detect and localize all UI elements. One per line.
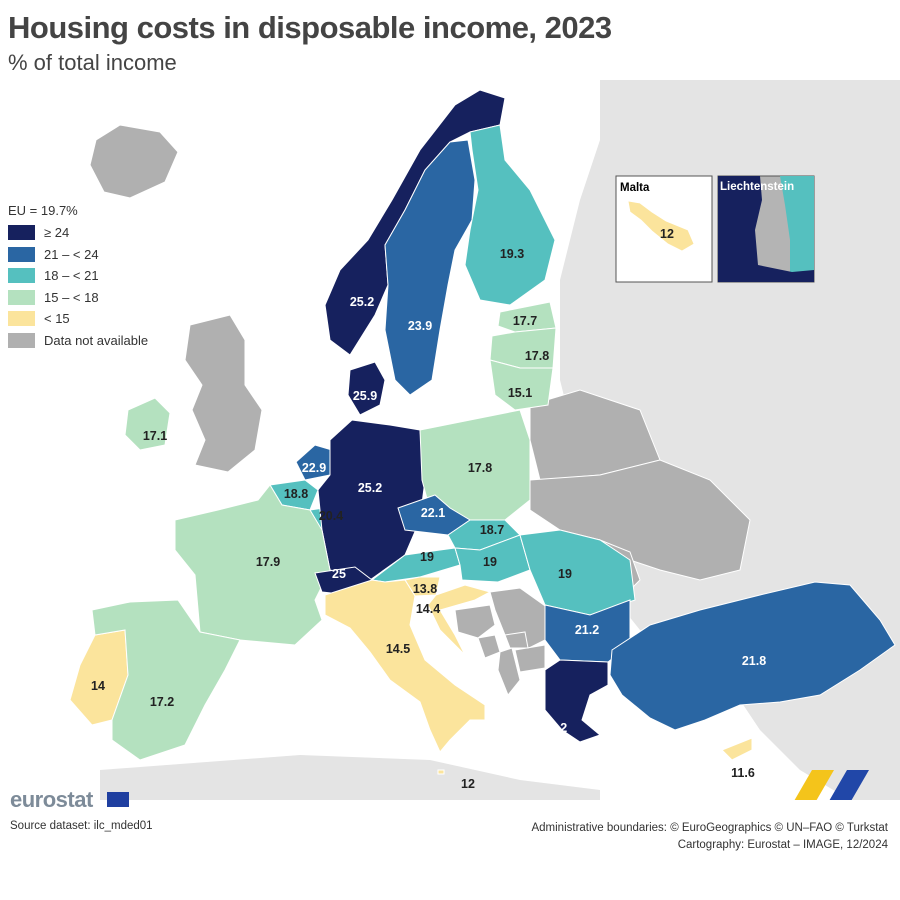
legend: EU = 19.7% ≥ 24 21 – < 24 18 – < 21 15 –… xyxy=(8,203,148,351)
value-label-bulgaria: 21.2 xyxy=(575,623,599,637)
value-label-malta: 12 xyxy=(461,777,475,791)
country-serbia xyxy=(489,587,549,651)
legend-swatch xyxy=(8,246,35,262)
value-label-ireland: 17.1 xyxy=(143,429,167,443)
value-label-germany: 25.2 xyxy=(358,481,382,495)
value-label-romania: 19 xyxy=(558,567,572,581)
malta-island xyxy=(627,200,695,252)
country-kosovo xyxy=(504,631,529,649)
country-spain xyxy=(91,599,241,761)
legend-label: Data not available xyxy=(44,332,149,348)
country-italy xyxy=(324,579,486,753)
country-greece xyxy=(544,659,609,743)
country-hungary xyxy=(454,534,531,583)
country-malta xyxy=(437,769,445,775)
value-label-poland: 17.8 xyxy=(468,461,492,475)
country-lithuania xyxy=(489,359,554,411)
value-label-layer: 25.2 23.9 19.3 17.7 17.8 15.1 25.9 17.1 22.9 18.8… xyxy=(91,247,766,791)
legend-swatch xyxy=(8,311,35,327)
legend-label: 21 – < 24 xyxy=(44,246,99,262)
eurostat-logo-text: eurostat xyxy=(10,787,93,812)
country-croatia xyxy=(427,584,492,656)
value-label-slovenia: 13.8 xyxy=(413,582,437,596)
country-ireland xyxy=(124,397,171,451)
value-label-slovakia: 18.7 xyxy=(480,523,504,537)
country-montenegro xyxy=(477,634,501,659)
legend-swatch xyxy=(8,268,35,284)
value-label-hungary: 19 xyxy=(483,555,497,569)
value-label-greece: 35.2 xyxy=(543,721,567,735)
legend-item: < 15 xyxy=(8,308,148,330)
liechtenstein-inset: Liechtenstein xyxy=(717,175,815,283)
corner-chevron-logo xyxy=(794,770,869,800)
value-label-italy: 14.5 xyxy=(386,642,410,656)
country-albania xyxy=(497,647,521,696)
legend-eu-average: EU = 19.7% xyxy=(8,203,78,218)
value-label-estonia: 17.7 xyxy=(513,314,537,328)
legend-swatch xyxy=(8,225,35,241)
value-label-switzerland: 25 xyxy=(332,567,346,581)
legend-label: 15 – < 18 xyxy=(44,289,99,305)
malta-inset: Malta 12 xyxy=(615,175,713,283)
map-title: Housing costs in disposable income, 2023 xyxy=(8,10,612,45)
country-united-kingdom xyxy=(184,314,263,473)
country-denmark xyxy=(347,361,386,416)
europe-map: 25.2 23.9 19.3 17.7 17.8 15.1 25.9 17.1 22.9 18.8… xyxy=(69,80,900,800)
value-label-lithuania: 15.1 xyxy=(508,386,532,400)
country-romania xyxy=(519,529,636,616)
country-north-macedonia xyxy=(514,644,546,673)
map-subtitle: % of total income xyxy=(8,50,177,75)
legend-item: Data not available xyxy=(8,330,148,352)
country-finland xyxy=(464,124,556,306)
value-label-finland: 19.3 xyxy=(500,247,524,261)
value-label-t-rkiye: 21.8 xyxy=(742,654,766,668)
value-label-belgium: 18.8 xyxy=(284,487,308,501)
eu-flag-icon xyxy=(107,792,129,807)
legend-swatch xyxy=(8,332,35,348)
north-africa-region xyxy=(100,755,600,800)
value-label-latvia: 17.8 xyxy=(525,349,549,363)
country-iceland xyxy=(89,124,179,199)
value-label-sweden: 23.9 xyxy=(408,319,432,333)
liechtenstein-switzerland-side xyxy=(718,176,814,282)
value-label-denmark: 25.9 xyxy=(353,389,377,403)
credits-note: Administrative boundaries: © EuroGeograp… xyxy=(531,820,888,854)
legend-item: 18 – < 21 xyxy=(8,265,148,287)
source-note: Source dataset: ilc_mded01 xyxy=(10,820,153,832)
value-label-norway: 25.2 xyxy=(350,295,374,309)
credits-boundaries: Administrative boundaries: © EuroGeograp… xyxy=(531,822,888,834)
malta-inset-title: Malta xyxy=(620,182,650,194)
liechtenstein-austria-side xyxy=(780,176,814,282)
country-bosnia-and-herzegovina xyxy=(454,604,496,639)
country-poland xyxy=(419,409,531,521)
value-label-portugal: 14 xyxy=(91,679,105,693)
value-label-czechia: 22.1 xyxy=(421,506,445,520)
legend-item: ≥ 24 xyxy=(8,222,148,244)
credits-cartography: Cartography: Eurostat – IMAGE, 12/2024 xyxy=(677,839,888,851)
country-t-rkiye xyxy=(609,581,896,731)
legend-item: 15 – < 18 xyxy=(8,287,148,309)
value-label-spain: 17.2 xyxy=(150,695,174,709)
legend-label: < 15 xyxy=(44,311,70,327)
liechtenstein-inset-title: Liechtenstein xyxy=(720,181,794,193)
value-label-netherlands: 22.9 xyxy=(302,461,326,475)
country-cyprus xyxy=(721,737,753,761)
legend-label: 18 – < 21 xyxy=(44,268,99,284)
legend-label: ≥ 24 xyxy=(44,225,70,241)
country-layer xyxy=(69,89,896,775)
value-label-croatia: 14.4 xyxy=(416,602,440,616)
value-label-france: 17.9 xyxy=(256,555,280,569)
country-sweden xyxy=(384,139,476,396)
value-label-austria: 19 xyxy=(420,550,434,564)
value-label-luxembourg: 20.4 xyxy=(319,509,343,523)
legend-swatch xyxy=(8,289,35,305)
legend-item: 21 – < 24 xyxy=(8,244,148,266)
value-label-cyprus: 11.6 xyxy=(731,766,755,780)
country-france xyxy=(174,484,331,646)
malta-inset-value: 12 xyxy=(660,227,674,241)
